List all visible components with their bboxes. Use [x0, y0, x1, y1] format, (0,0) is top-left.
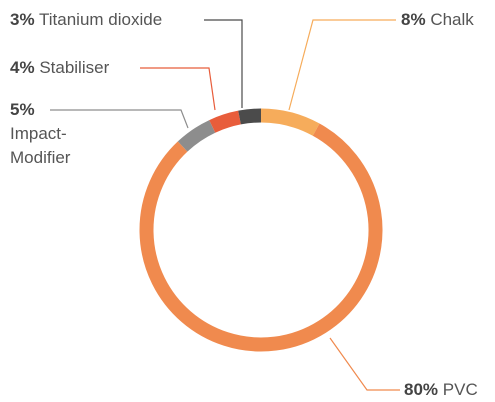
category-label: Titanium dioxide	[39, 10, 163, 29]
slice-label: 5% Impact-Modifier	[10, 98, 95, 170]
slice-label: 8% Chalk	[401, 8, 474, 32]
leader-line	[50, 109, 189, 129]
leader-line	[288, 19, 396, 111]
category-label: Chalk	[430, 10, 474, 29]
category-label: Stabiliser	[39, 58, 110, 77]
leader-line	[140, 67, 216, 111]
category-label: Impact-Modifier	[10, 124, 71, 167]
slice-label: 4% Stabiliser	[10, 56, 109, 80]
donut-segment	[238, 108, 262, 125]
category-label: PVC	[442, 380, 478, 399]
value-label: 3%	[10, 10, 35, 29]
value-label: 8%	[401, 10, 426, 29]
value-label: 4%	[10, 58, 35, 77]
slice-label: 80% PVC	[404, 378, 478, 402]
value-label: 80%	[404, 380, 439, 399]
leader-line	[329, 337, 400, 391]
slice-label: 3% Titanium dioxide	[10, 8, 162, 32]
donut-segment	[139, 123, 383, 352]
leader-line	[204, 19, 243, 108]
donut-segment	[177, 120, 216, 152]
donut-segment	[260, 108, 320, 136]
value-label: 5%	[10, 100, 35, 119]
donut-segment	[209, 110, 242, 133]
